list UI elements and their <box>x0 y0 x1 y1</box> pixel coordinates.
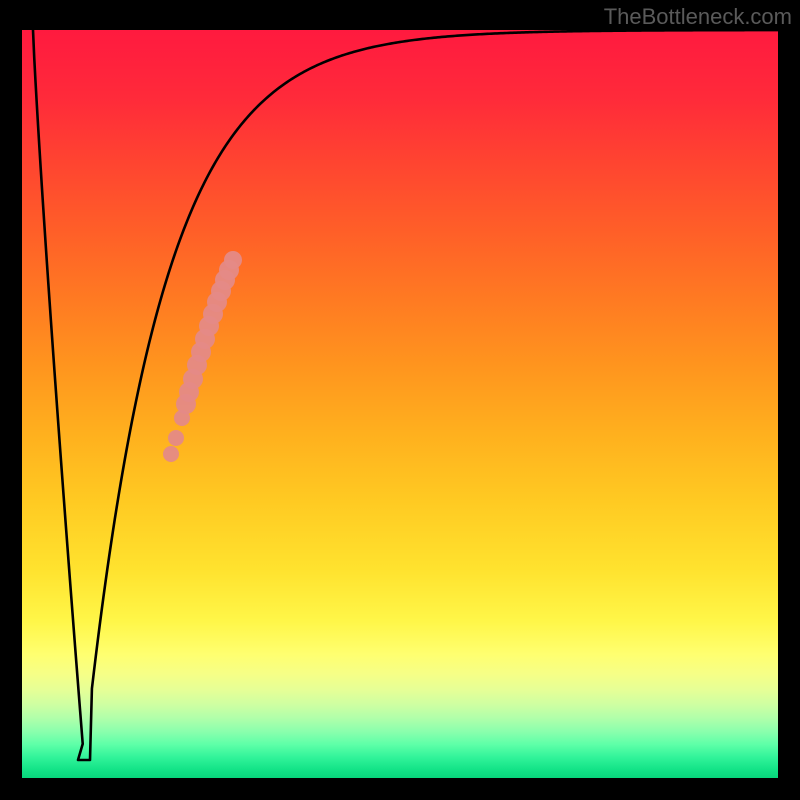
bottleneck-chart-svg <box>0 0 800 800</box>
data-marker <box>224 251 242 269</box>
bottleneck-chart-container: TheBottleneck.com <box>0 0 800 800</box>
data-marker <box>168 430 184 446</box>
watermark-text: TheBottleneck.com <box>604 4 792 30</box>
data-marker <box>163 446 179 462</box>
